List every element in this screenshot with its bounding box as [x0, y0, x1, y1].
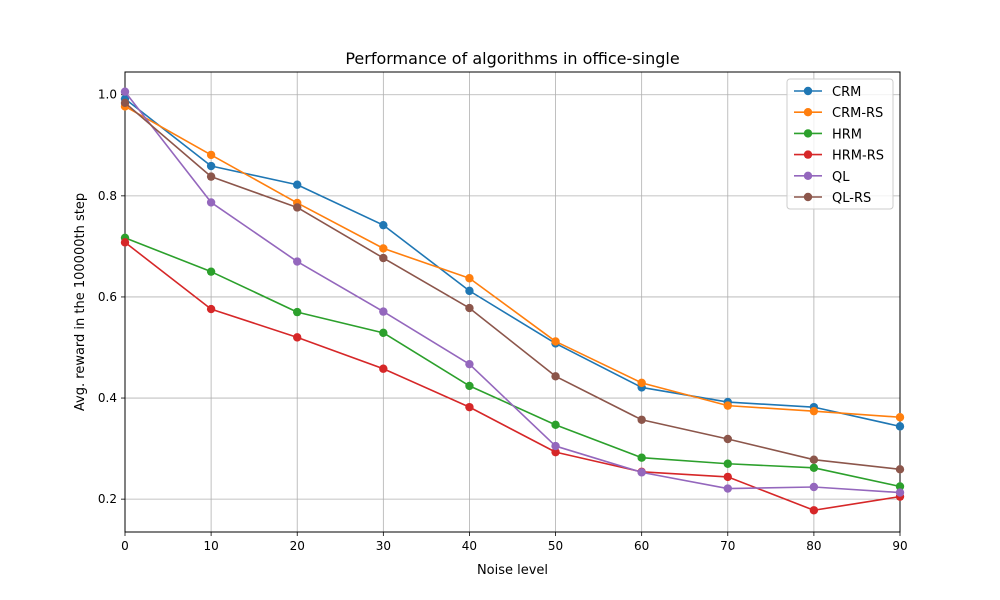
data-point [293, 203, 302, 212]
x-tick-label: 0 [121, 539, 129, 553]
data-point [465, 359, 474, 369]
data-point [379, 253, 388, 263]
x-tick-label: 40 [462, 539, 477, 553]
series-line [124, 241, 901, 512]
data-point [206, 150, 216, 160]
legend-swatch-marker [803, 129, 813, 138]
data-point [379, 328, 388, 338]
y-axis-label: Avg. reward in the 100000th step [73, 193, 88, 411]
legend-label: HRM-RS [832, 149, 884, 164]
legend-label: CRM-RS [832, 106, 883, 121]
legend-label: HRM [832, 127, 862, 142]
data-point [895, 413, 905, 422]
data-point [120, 98, 130, 108]
data-point [637, 453, 646, 462]
legend-items: CRM CRM-RS HRM HRM-RS QL QL-RS [794, 85, 884, 206]
x-tick-label: 10 [203, 539, 218, 553]
ticks-layer: 0 10 20 30 40 50 60 70 80 90 0.2 0.4 0.6 0.8 1.0 [98, 88, 908, 553]
data-point [206, 161, 216, 171]
data-point [293, 307, 302, 317]
x-tick-label: 60 [634, 539, 649, 553]
data-point [895, 488, 905, 497]
data-point [723, 472, 732, 482]
data-point [293, 333, 302, 342]
data-point [637, 468, 646, 477]
legend-swatch-marker [803, 171, 813, 180]
data-point [723, 434, 732, 444]
series-line [124, 102, 901, 471]
data-point [895, 422, 905, 431]
x-tick-label: 80 [806, 539, 821, 553]
data-point [465, 274, 474, 283]
x-tick-label: 20 [290, 539, 305, 553]
legend-label: QL-RS [832, 191, 871, 206]
data-point [379, 244, 388, 253]
data-point [809, 482, 819, 492]
data-point [895, 465, 905, 474]
data-point [809, 506, 819, 515]
data-point [379, 364, 388, 373]
data-point [809, 455, 819, 464]
data-point [293, 257, 302, 266]
data-point [379, 220, 388, 230]
data-point [895, 482, 905, 491]
data-point [723, 484, 732, 493]
data-point [465, 303, 474, 313]
data-point [551, 372, 560, 381]
data-point [206, 267, 216, 276]
chart-title: Performance of algorithms in office-sing… [345, 49, 679, 68]
legend-swatch-marker [803, 86, 813, 96]
data-point [465, 381, 474, 391]
data-point [379, 307, 388, 316]
plot-area-frame [124, 71, 901, 533]
y-tick-label: 0.8 [98, 189, 117, 203]
data-point [120, 87, 130, 96]
legend-swatch-marker [803, 192, 813, 202]
x-tick-label: 90 [892, 539, 907, 553]
data-point [637, 415, 646, 424]
series-line [124, 98, 901, 428]
data-point [551, 441, 560, 451]
data-point [293, 180, 302, 189]
y-tick-label: 0.2 [98, 492, 117, 506]
x-tick-label: 70 [720, 539, 735, 553]
series-line [124, 91, 901, 494]
legend-label: QL [832, 170, 850, 185]
legend-swatch-marker [803, 150, 813, 159]
data-point [206, 172, 216, 181]
data-point [551, 420, 560, 430]
series-layer [120, 87, 905, 515]
data-point [120, 238, 130, 247]
data-point [809, 406, 819, 416]
legend-swatch-marker [803, 108, 813, 117]
data-point [637, 378, 646, 388]
y-tick-label: 0.4 [98, 391, 117, 405]
data-point [551, 337, 560, 346]
x-tick-label: 30 [376, 539, 391, 553]
x-axis-label: Noise level [477, 563, 548, 578]
data-point [206, 198, 216, 207]
data-point [723, 459, 732, 468]
x-tick-label: 50 [548, 539, 563, 553]
data-point [465, 402, 474, 412]
data-point [809, 463, 819, 473]
legend: CRM CRM-RS HRM HRM-RS QL QL-RS [786, 78, 894, 210]
data-point [465, 286, 474, 296]
data-point [723, 401, 732, 410]
y-tick-label: 0.6 [98, 290, 117, 304]
data-point [206, 304, 216, 314]
data-point [551, 447, 560, 457]
legend-label: CRM [832, 85, 861, 100]
series-line [124, 105, 901, 419]
y-tick-label: 1.0 [98, 88, 117, 102]
